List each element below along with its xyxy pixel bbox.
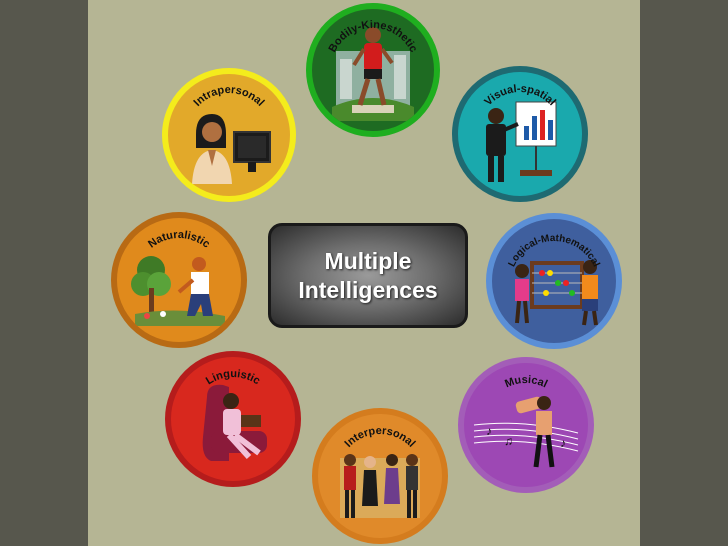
svg-text:♪: ♪ (486, 424, 492, 438)
node-logical-mathematical: Logical-Mathematical (486, 213, 622, 349)
runner-icon (332, 27, 414, 121)
label-naturalistic: Naturalistic (146, 229, 212, 251)
presenter-chart-icon (486, 101, 557, 182)
reader-chair-icon (202, 384, 267, 461)
label-visual-spatial: Visual-spatial (482, 83, 558, 108)
svg-text:♪: ♪ (560, 436, 566, 450)
node-intrapersonal: Intrapersonal (162, 68, 296, 202)
label-interpersonal: Interpersonal (342, 425, 417, 450)
label-linguistic: Linguistic (204, 368, 262, 387)
title-line-1: Multiple (324, 247, 412, 274)
center-title-box: Multiple Intelligences (268, 223, 468, 328)
label-musical: Musical (503, 374, 549, 391)
label-bodily-kinesthetic: Bodily-Kinesthetic (327, 19, 420, 54)
node-visual-spatial: Visual-spatial (452, 66, 588, 202)
left-margin (0, 0, 88, 546)
gardener-icon (131, 256, 225, 326)
node-interpersonal: Interpersonal (312, 408, 448, 544)
node-bodily-kinesthetic: Bodily-Kinesthetic (306, 3, 440, 137)
right-margin (640, 0, 728, 546)
svg-text:♫: ♫ (504, 434, 513, 448)
dancers-music-icon: ♪ ♫ ♪ (473, 396, 579, 468)
label-intrapersonal: Intrapersonal (191, 84, 266, 109)
woman-computer-icon (192, 114, 271, 184)
node-naturalistic: Naturalistic (111, 212, 247, 348)
node-musical: ♪ ♫ ♪ Musical (458, 357, 594, 493)
node-linguistic: Linguistic (165, 351, 301, 487)
title-line-2: Intelligences (298, 276, 438, 303)
label-logical-mathematical: Logical-Mathematical (506, 233, 601, 269)
diagram-title: Multiple Intelligences (298, 247, 437, 305)
group-talking-icon (340, 454, 420, 518)
abacus-kids-icon (515, 260, 598, 326)
